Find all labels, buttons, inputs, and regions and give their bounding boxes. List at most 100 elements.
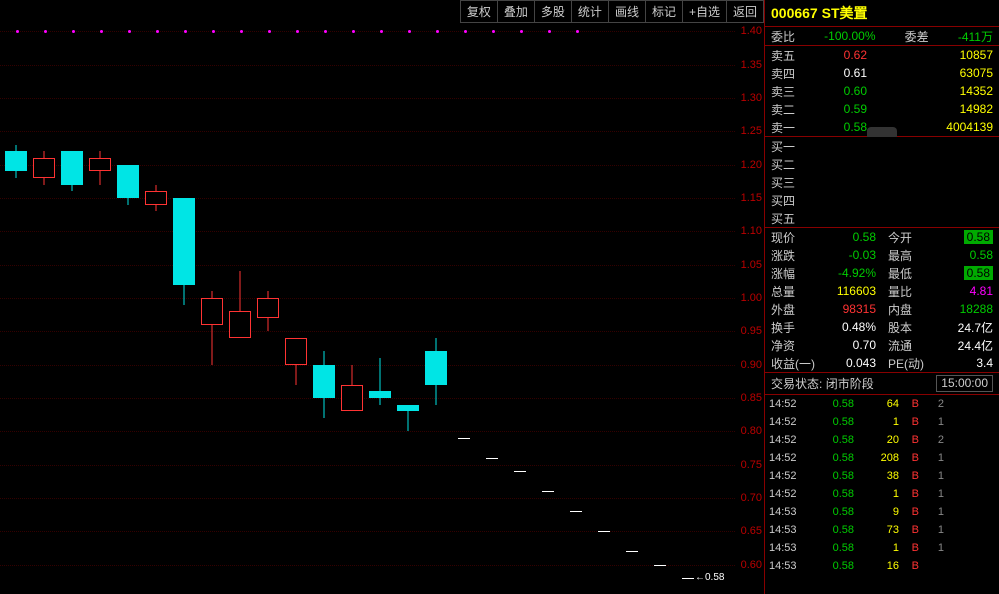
stat-cell: 今开0.58: [882, 228, 999, 246]
indicator-dot: [100, 30, 103, 33]
price-dash: [486, 458, 498, 459]
candle[interactable]: [425, 18, 447, 594]
candle[interactable]: [341, 18, 363, 594]
stat-cell: 总量116603: [765, 282, 882, 300]
trade-row: 14:520.58208B1: [765, 449, 999, 467]
candle[interactable]: [89, 18, 111, 594]
ask-row: 卖二0.5914982: [765, 100, 999, 118]
last-price-marker: ←0.58: [695, 572, 724, 583]
candle[interactable]: [117, 18, 139, 594]
candle[interactable]: [285, 18, 307, 594]
stat-cell: 股本24.7亿: [882, 318, 999, 336]
price-dash: [514, 471, 526, 472]
commission-ratio-row: 委比 -100.00% 委差 -411万: [765, 27, 999, 45]
toolbar-多股[interactable]: 多股: [535, 1, 572, 22]
stat-cell: 换手0.48%: [765, 318, 882, 336]
stat-cell: 内盘18288: [882, 300, 999, 318]
toolbar-+自选[interactable]: +自选: [683, 1, 727, 22]
candle[interactable]: [145, 18, 167, 594]
ask-row: 卖三0.6014352: [765, 82, 999, 100]
side-panel: 000667 ST美置 委比 -100.00% 委差 -411万 卖五0.621…: [765, 0, 999, 594]
stat-cell: 现价0.58: [765, 228, 882, 246]
y-tick-label: 1.10: [741, 225, 762, 237]
y-tick-label: 1.30: [741, 92, 762, 104]
y-tick-label: 1.05: [741, 259, 762, 271]
stock-stats: 现价0.58今开0.58涨跌-0.03最高0.58涨幅-4.92%最低0.58总…: [765, 228, 999, 373]
stat-cell: 涨幅-4.92%: [765, 264, 882, 282]
bid-row: 买五: [765, 209, 999, 227]
candle[interactable]: [33, 18, 55, 594]
stat-cell: 净资0.70: [765, 336, 882, 354]
stat-cell: 收益(一)0.043: [765, 354, 882, 372]
candle[interactable]: [313, 18, 335, 594]
toolbar-统计[interactable]: 统计: [572, 1, 609, 22]
indicator-dot: [408, 30, 411, 33]
bid-orders: 买一买二买三买四买五: [765, 137, 999, 228]
indicator-dot: [296, 30, 299, 33]
candle[interactable]: [173, 18, 195, 594]
stat-cell: PE(动)3.4: [882, 354, 999, 372]
indicator-dot: [44, 30, 47, 33]
indicator-dot: [576, 30, 579, 33]
indicator-dot: [72, 30, 75, 33]
indicator-dot: [16, 30, 19, 33]
price-dash: [570, 511, 582, 512]
stock-header[interactable]: 000667 ST美置: [765, 0, 999, 27]
y-tick-label: 0.70: [741, 492, 762, 504]
y-tick-label: 0.60: [741, 559, 762, 571]
toolbar-画线[interactable]: 画线: [609, 1, 646, 22]
trade-row: 14:530.581B1: [765, 539, 999, 557]
indicator-dot: [268, 30, 271, 33]
y-tick-label: 1.35: [741, 59, 762, 71]
chart-canvas[interactable]: ←0.58: [0, 18, 735, 594]
trade-row: 14:520.5838B1: [765, 467, 999, 485]
stat-cell: 流通24.4亿: [882, 336, 999, 354]
stat-cell: 涨跌-0.03: [765, 246, 882, 264]
stat-cell: 最低0.58: [882, 264, 999, 282]
indicator-dot: [352, 30, 355, 33]
trade-row: 14:520.5820B2: [765, 431, 999, 449]
y-axis: 0.600.650.700.750.800.850.900.951.001.05…: [734, 18, 764, 594]
toolbar-返回[interactable]: 返回: [727, 1, 763, 22]
candle[interactable]: [397, 18, 419, 594]
indicator-dot: [128, 30, 131, 33]
price-dash: [682, 578, 694, 579]
trade-row: 14:530.589B1: [765, 503, 999, 521]
candle[interactable]: [257, 18, 279, 594]
indicator-dot: [240, 30, 243, 33]
candle[interactable]: [61, 18, 83, 594]
y-tick-label: 0.85: [741, 392, 762, 404]
y-tick-label: 0.80: [741, 425, 762, 437]
toolbar-标记[interactable]: 标记: [646, 1, 683, 22]
expand-tab[interactable]: [867, 127, 897, 137]
indicator-dot: [492, 30, 495, 33]
indicator-dot: [156, 30, 159, 33]
price-dash: [598, 531, 610, 532]
stat-cell: 量比4.81: [882, 282, 999, 300]
toolbar-叠加[interactable]: 叠加: [498, 1, 535, 22]
price-dash: [626, 551, 638, 552]
trade-status: 交易状态: 闭市阶段 15:00:00: [765, 373, 999, 395]
bid-row: 买三: [765, 173, 999, 191]
wb-label: 委比: [771, 28, 795, 45]
bid-row: 买四: [765, 191, 999, 209]
indicator-dot: [212, 30, 215, 33]
candle[interactable]: [201, 18, 223, 594]
y-tick-label: 1.25: [741, 125, 762, 137]
y-tick-label: 0.65: [741, 525, 762, 537]
chart-area[interactable]: 复权叠加多股统计画线标记+自选返回 ←0.58 0.600.650.700.75…: [0, 0, 765, 594]
y-tick-label: 0.95: [741, 325, 762, 337]
toolbar-复权[interactable]: 复权: [461, 1, 498, 22]
price-dash: [542, 491, 554, 492]
candle[interactable]: [229, 18, 251, 594]
y-tick-label: 1.00: [741, 292, 762, 304]
ask-row: 卖四0.6163075: [765, 64, 999, 82]
trade-row: 14:520.581B1: [765, 413, 999, 431]
y-tick-label: 1.40: [741, 25, 762, 37]
candle[interactable]: [369, 18, 391, 594]
stat-cell: 最高0.58: [882, 246, 999, 264]
candle[interactable]: [5, 18, 27, 594]
indicator-dot: [184, 30, 187, 33]
y-tick-label: 1.20: [741, 159, 762, 171]
indicator-dot: [380, 30, 383, 33]
